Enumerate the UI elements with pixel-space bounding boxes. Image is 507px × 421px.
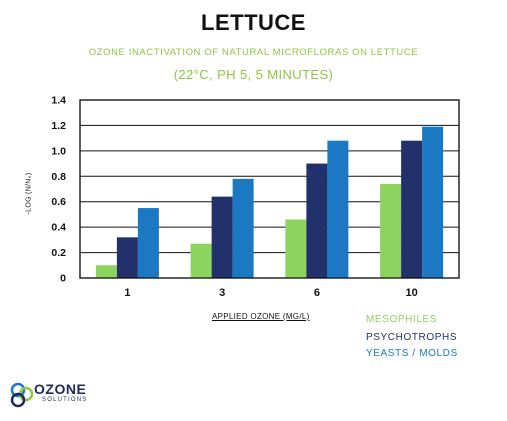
logo-subtext: SOLUTIONS (42, 397, 88, 403)
bar-yeasts-molds (327, 140, 349, 278)
legend-label: PSYCHOTROPHS (366, 332, 458, 343)
legend-item-mesophiles: MESOPHILES (366, 314, 437, 325)
y-tick-label: 0.4 (51, 222, 66, 234)
y-axis-label: -LOG (N/N₀) (25, 172, 33, 215)
bar-psychotrophs (401, 140, 423, 278)
bar-yeasts-molds (137, 208, 159, 278)
y-tick-label: 1.0 (51, 145, 66, 157)
legend-label: YEASTS / MOLDS (366, 348, 458, 359)
bar-yeasts-molds (232, 178, 254, 278)
y-tick-label: 0.8 (51, 171, 66, 183)
chart-conditions: (22°C, PH 5, 5 MINUTES) (173, 67, 334, 82)
bar-psychotrophs (306, 163, 328, 278)
legend-item-psychotrophs: PSYCHOTROPHS (366, 332, 457, 343)
logo-icon (10, 382, 34, 408)
y-tick-label: 1.2 (51, 120, 66, 132)
y-tick-label: 0.6 (51, 196, 66, 208)
bar-psychotrophs (116, 237, 138, 278)
bar-psychotrophs (211, 196, 233, 278)
x-tick-label: 10 (406, 287, 418, 299)
logo-word: OZONE (34, 381, 87, 397)
bar-mesophiles (190, 243, 212, 278)
x-tick-label: 3 (219, 287, 225, 299)
legend-label: MESOPHILES (366, 314, 438, 325)
legend-item-yeasts-molds: YEASTS / MOLDS (366, 348, 458, 359)
chart-subtitle: OZONE INACTIVATION OF NATURAL MICROFLORA… (88, 47, 419, 58)
y-tick-label: 0 (60, 273, 66, 285)
bar-mesophiles (95, 265, 117, 278)
y-tick-label: 0.2 (51, 247, 66, 259)
y-tick-label: 1.4 (51, 95, 66, 107)
x-axis-label: APPLIED OZONE (MG/L) (212, 312, 310, 321)
x-tick-label: 1 (124, 287, 130, 299)
ozone-solutions-logo: OZONE SOLUTIONS (8, 380, 98, 410)
chart-title: LETTUCE (201, 10, 306, 35)
bar-mesophiles (380, 183, 402, 278)
x-tick-label: 6 (314, 287, 320, 299)
bar-mesophiles (285, 219, 307, 278)
bar-yeasts-molds (422, 126, 444, 278)
plot-frame (79, 99, 460, 279)
